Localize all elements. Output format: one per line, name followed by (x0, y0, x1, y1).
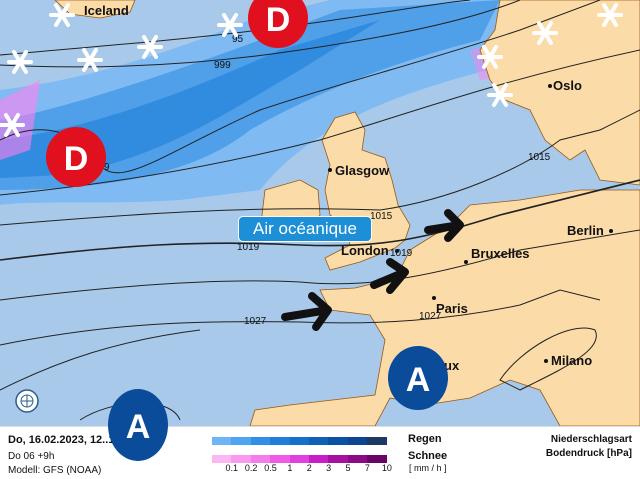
forecast-date: Do, 16.02.2023, 12..1 (8, 434, 115, 446)
city-label: Bruxelles (471, 246, 530, 261)
land (54, 0, 640, 426)
city-label: ux (444, 358, 460, 373)
scale-tick: 0.5 (264, 463, 277, 473)
scale-tick: 3 (326, 463, 332, 473)
snowflake-icon (217, 13, 243, 37)
low-pressure-system: D (46, 127, 106, 187)
high-pressure-system: A (108, 389, 168, 461)
arrow-icon (424, 209, 464, 242)
svg-text:1019: 1019 (237, 242, 260, 253)
air-mass-label: Air océanique (238, 216, 372, 242)
color-swatch (367, 455, 387, 463)
arrow-icon (281, 292, 332, 331)
snowflake-icon (477, 45, 503, 69)
city-label: Glasgow (335, 163, 390, 178)
city-label: Iceland (84, 3, 129, 18)
svg-text:1019: 1019 (390, 248, 413, 259)
rain-label: Regen (408, 433, 442, 445)
svg-text:1015: 1015 (370, 211, 393, 222)
arrow-icon (370, 258, 409, 294)
scale-tick: 5 (345, 463, 351, 473)
isobars (0, 0, 640, 421)
snowflake-icon (487, 83, 513, 107)
weather-map: 95 999 9 1015 1015 1019 1019 1027 1027 I… (0, 0, 640, 426)
scale-tick: 0.1 (225, 463, 238, 473)
color-swatch (328, 455, 348, 463)
color-swatch (347, 437, 368, 445)
snowflake-icon (597, 3, 623, 27)
legend-footer: Do, 16.02.2023, 12..1 Do 06 +9h Modell: … (0, 426, 640, 479)
svg-text:1015: 1015 (528, 152, 551, 163)
svg-text:999: 999 (214, 60, 231, 71)
color-swatch (328, 437, 348, 445)
forecast-run: Do 06 +9h (8, 451, 55, 462)
color-swatch (270, 455, 290, 463)
svg-text:D: D (266, 1, 291, 39)
pressure-title: Bodendruck [hPa] (545, 448, 632, 459)
svg-text:A: A (406, 361, 431, 399)
globe-icon[interactable] (15, 389, 39, 413)
snowflake-icon (49, 3, 75, 27)
svg-text:1027: 1027 (419, 311, 442, 322)
snowflake-icon (137, 35, 163, 59)
color-swatch (347, 455, 368, 463)
snowflake-icon (0, 113, 25, 137)
color-swatch (250, 437, 271, 445)
color-swatch (212, 455, 232, 463)
wind-arrows (281, 209, 464, 331)
city-label: London (341, 243, 389, 258)
scale-tick: 10 (381, 463, 392, 473)
scale-tick: 2 (306, 463, 312, 473)
scale-ticks: 0.1 0.2 0.5 1 2 3 5 7 10 (222, 463, 397, 473)
color-swatch (231, 455, 251, 463)
high-pressure-system: A (388, 346, 448, 410)
scale-tick: 7 (364, 463, 370, 473)
precip-type-title: Niederschlagsart (550, 434, 632, 445)
svg-text:95: 95 (232, 34, 244, 45)
color-swatch (367, 437, 387, 445)
isobar-labels: 95 999 9 1015 1015 1019 1019 1027 1027 (104, 34, 551, 327)
svg-text:1027: 1027 (244, 316, 267, 327)
color-swatch (289, 437, 309, 445)
color-swatch (270, 437, 290, 445)
city-label: Oslo (553, 78, 582, 93)
unit-label: [ mm / h ] (409, 463, 447, 473)
rain-color-scale (212, 437, 387, 445)
color-swatch (289, 455, 309, 463)
snow-label: Schnee (408, 450, 448, 462)
snowflake-icon (77, 48, 103, 72)
snowflake-icon (532, 21, 558, 45)
svg-text:9: 9 (104, 162, 110, 173)
scale-tick: 1 (287, 463, 293, 473)
color-swatch (308, 455, 329, 463)
snowflake-icon (7, 50, 33, 74)
city-label: Paris (436, 301, 468, 316)
model-name: Modell: GFS (NOAA) (8, 465, 102, 476)
city-label: Berlin (567, 223, 604, 238)
city-label: Milano (551, 353, 592, 368)
scale-tick: 0.2 (244, 463, 258, 473)
snow-color-scale (212, 455, 387, 463)
svg-text:D: D (64, 140, 89, 178)
snow-icons (0, 3, 623, 137)
cities: Iceland Oslo Glasgow London Bruxelles Pa… (84, 3, 613, 373)
color-swatch (231, 437, 251, 445)
color-swatch (250, 455, 271, 463)
color-swatch (212, 437, 232, 445)
color-swatch (308, 437, 329, 445)
low-pressure-system: D (248, 0, 308, 48)
svg-text:A: A (126, 408, 151, 446)
